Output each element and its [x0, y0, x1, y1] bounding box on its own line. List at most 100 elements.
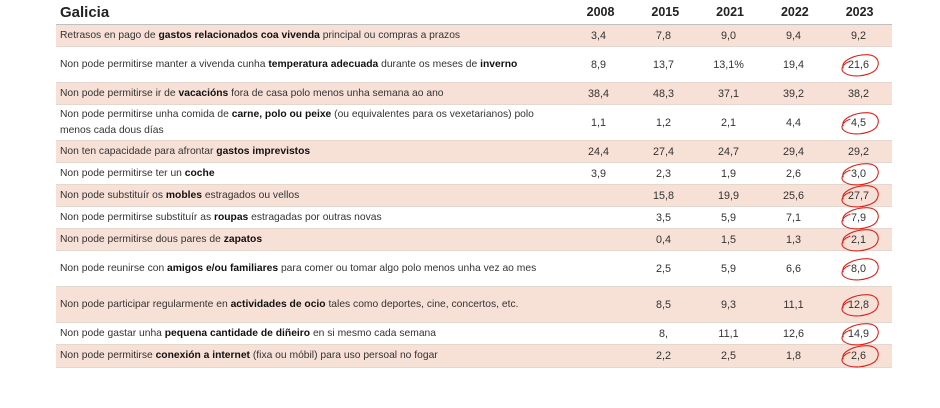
value-cell-2008: 24,4 [566, 146, 631, 158]
description-emphasis: amigos e/ou familiares [167, 262, 279, 274]
value-cell-2021: 9,3 [696, 299, 761, 311]
value-text: 2,1 [850, 233, 866, 246]
row-description: Non pode permitirse conexión a internet … [56, 348, 566, 364]
value-cell-2015: 2,3 [631, 168, 696, 180]
value-text: 7,9 [850, 211, 866, 224]
value-text: 15,8 [652, 189, 674, 202]
value-text: 29,4 [782, 145, 804, 158]
description-text: Non pode permitirse unha comida de [60, 108, 232, 120]
value-text: 3,5 [655, 211, 671, 224]
description-emphasis: actividades de ocio [230, 298, 326, 310]
value-cell-2022: 29,4 [761, 146, 826, 158]
description-emphasis: vacacións [178, 87, 229, 99]
value-text: 38,2 [847, 87, 869, 100]
value-cell-2015: 27,4 [631, 146, 696, 158]
description-text: Non ten capacidade para afrontar [60, 145, 217, 157]
description-text: durante os meses de [378, 58, 481, 70]
value-text: 8, [658, 327, 668, 340]
value-text: 1,5 [720, 233, 736, 246]
value-text: 2,6 [850, 350, 866, 362]
value-cell-2008: 8,9 [566, 59, 631, 71]
description-text: Non pode permitirse [60, 350, 156, 361]
value-text: 1,8 [785, 350, 801, 362]
value-cell-2015: 1,2 [631, 117, 696, 129]
value-cell-2021: 24,7 [696, 146, 761, 158]
table-row: Non pode permitirse manter a vivenda cun… [56, 47, 892, 83]
value-cell-2022: 2,6 [761, 168, 826, 180]
description-text: Non pode reunirse con [60, 262, 168, 274]
table-row: Non pode substituír os mobles estragados… [56, 184, 892, 207]
value-text: 37,1 [717, 87, 739, 100]
value-cell-2022: 4,4 [761, 117, 826, 129]
value-text: 13,1% [713, 58, 744, 71]
value-text: 12,6 [782, 327, 804, 340]
value-text: 4,5 [850, 116, 866, 129]
value-text: 9,2 [850, 29, 866, 42]
value-text: 9,0 [720, 29, 736, 42]
value-cell-2021: 19,9 [696, 190, 761, 202]
value-cell-2021: 11,1 [696, 328, 761, 340]
value-text: 6,6 [785, 262, 801, 275]
value-text: 25,6 [782, 189, 804, 202]
value-text: 1,1 [590, 116, 606, 129]
value-text: 3,0 [850, 167, 866, 180]
description-emphasis: temperatura adecuada [268, 58, 379, 70]
value-text: 27,4 [652, 145, 674, 158]
value-text: 29,2 [847, 145, 869, 158]
row-description: Non pode permitirse ter un coche [56, 166, 566, 182]
value-cell-2015: 0,4 [631, 234, 696, 246]
value-cell-2023: 27,7 [826, 184, 891, 207]
value-cell-2021: 9,0 [696, 30, 761, 42]
year-header-2021: 2021 [716, 5, 744, 19]
description-emphasis: carne, polo ou peixe [231, 108, 332, 120]
value-cell-2021: 37,1 [696, 88, 761, 100]
value-cell-2023: 8,0 [826, 257, 891, 280]
value-cell-2023: 4,5 [826, 111, 891, 134]
value-cell-2023: 9,2 [826, 30, 891, 42]
value-cell-2022: 39,2 [761, 88, 826, 100]
table-row: Non pode permitirse dous pares de zapato… [56, 228, 892, 251]
value-text: 5,9 [720, 211, 736, 224]
table-row: Non pode reunirse con amigos e/ou famili… [56, 251, 892, 287]
value-cell-2021: 2,1 [696, 117, 761, 129]
value-text: 9,4 [785, 29, 801, 42]
value-text: 0,4 [655, 233, 671, 246]
value-text: 27,7 [847, 189, 869, 202]
description-text: para comer ou tomar algo polo menos unha… [278, 262, 537, 274]
value-text: 38,4 [587, 87, 609, 100]
value-text: 13,7 [652, 58, 674, 71]
value-text: 2,5 [655, 262, 671, 275]
value-cell-2015: 15,8 [631, 190, 696, 202]
value-cell-2008: 3,9 [566, 168, 631, 180]
value-text: 1,3 [785, 233, 801, 246]
table-row: Non pode permitirse conexión a internet … [56, 345, 892, 368]
value-cell-2023: 3,0 [826, 162, 891, 185]
value-text: 19,9 [717, 189, 739, 202]
value-cell-2015: 48,3 [631, 88, 696, 100]
value-text: 2,6 [785, 167, 801, 180]
row-description: Non pode permitirse ir de vacacións fora… [56, 86, 566, 102]
value-cell-2021: 2,5 [696, 350, 761, 362]
value-text: 5,9 [720, 262, 736, 275]
value-cell-2015: 7,8 [631, 30, 696, 42]
value-cell-2021: 1,9 [696, 168, 761, 180]
value-cell-2021: 5,9 [696, 212, 761, 224]
value-text: 4,4 [785, 116, 801, 129]
row-description: Retrasos en pago de gastos relacionados … [56, 28, 566, 44]
value-cell-2023: 29,2 [826, 146, 891, 158]
value-cell-2023: 7,9 [826, 206, 891, 229]
value-cell-2015: 13,7 [631, 59, 696, 71]
value-cell-2021: 1,5 [696, 234, 761, 246]
description-text: fora de casa polo menos unha semana ao a… [228, 87, 444, 99]
description-text: (ou equivalentes para os vexetarianos) p… [60, 108, 534, 136]
description-text: Non pode permitirse ter un [60, 167, 185, 179]
description-emphasis: gastos imprevistos [216, 145, 311, 157]
value-text: 2,5 [720, 350, 736, 362]
row-description: Non ten capacidade para afrontar gastos … [56, 144, 566, 160]
value-cell-2022: 7,1 [761, 212, 826, 224]
value-text: 39,2 [782, 87, 804, 100]
value-cell-2022: 9,4 [761, 30, 826, 42]
value-cell-2015: 2,2 [631, 350, 696, 362]
description-text: estragadas por outras novas [248, 211, 382, 223]
value-text: 7,8 [655, 29, 671, 42]
